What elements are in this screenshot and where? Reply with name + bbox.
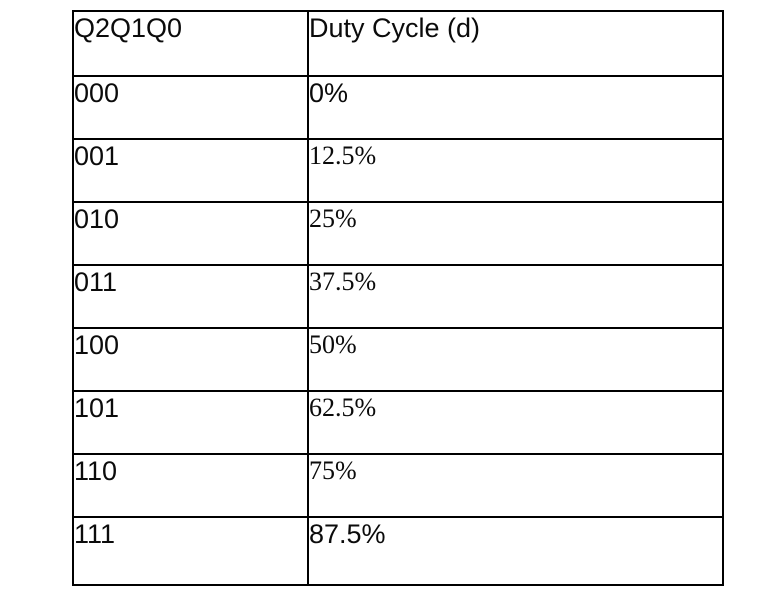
q-code-cell: 100	[72, 327, 309, 392]
table-row: 000 0%	[72, 75, 724, 140]
truth-table: Q2Q1Q0 Duty Cycle (d) 000 0% 001 12.5% 0…	[72, 10, 724, 586]
table-row: 111 87.5%	[72, 516, 724, 586]
table-header-row: Q2Q1Q0 Duty Cycle (d)	[72, 10, 724, 77]
column-header-q2q1q0: Q2Q1Q0	[72, 10, 309, 77]
duty-cycle-cell: 37.5%	[307, 264, 724, 329]
column-header-duty-cycle: Duty Cycle (d)	[307, 10, 724, 77]
table-row: 010 25%	[72, 201, 724, 266]
duty-cycle-cell: 50%	[307, 327, 724, 392]
q-code-cell: 001	[72, 138, 309, 203]
table-row: 011 37.5%	[72, 264, 724, 329]
q-code-cell: 110	[72, 453, 309, 518]
table-row: 101 62.5%	[72, 390, 724, 455]
duty-cycle-cell: 0%	[307, 75, 724, 140]
duty-cycle-table: Q2Q1Q0 Duty Cycle (d) 000 0% 001 12.5% 0…	[72, 10, 724, 586]
duty-cycle-cell: 25%	[307, 201, 724, 266]
duty-cycle-cell: 75%	[307, 453, 724, 518]
q-code-cell: 010	[72, 201, 309, 266]
duty-cycle-cell: 12.5%	[307, 138, 724, 203]
q-code-cell: 111	[72, 516, 309, 586]
table-row: 100 50%	[72, 327, 724, 392]
q-code-cell: 000	[72, 75, 309, 140]
table-row: 001 12.5%	[72, 138, 724, 203]
table-row: 110 75%	[72, 453, 724, 518]
q-code-cell: 011	[72, 264, 309, 329]
duty-cycle-cell: 62.5%	[307, 390, 724, 455]
q-code-cell: 101	[72, 390, 309, 455]
duty-cycle-cell: 87.5%	[307, 516, 724, 586]
